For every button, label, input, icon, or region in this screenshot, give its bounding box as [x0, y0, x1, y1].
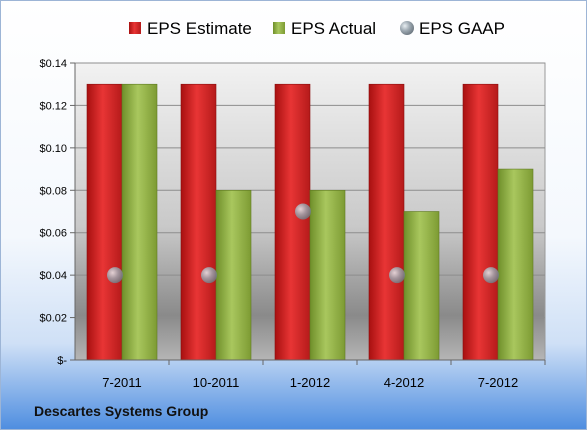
eps-actual-bar: [497, 168, 534, 361]
legend: EPS Estimate EPS Actual EPS GAAP: [129, 19, 505, 38]
eps-gaap-marker: [295, 203, 311, 220]
y-tick-label: $0.08: [39, 185, 67, 197]
eps-gaap-marker: [107, 267, 123, 284]
y-tick-label: $0.06: [39, 228, 67, 240]
eps-gaap-marker: [483, 267, 499, 284]
legend-label: EPS Actual: [291, 19, 376, 38]
legend-eps-actual: EPS Actual: [273, 19, 376, 38]
gaap-markers: [107, 203, 499, 284]
eps-estimate-bar: [368, 83, 405, 361]
y-tick-label: $0.12: [39, 100, 67, 112]
eps-estimate-bar: [274, 83, 311, 361]
eps-actual-bar: [309, 189, 346, 361]
x-tick-label: 4-2012: [384, 375, 424, 390]
y-tick-label: $0.14: [39, 58, 67, 70]
legend-label: EPS GAAP: [419, 19, 505, 38]
company-name: Descartes Systems Group: [34, 403, 209, 419]
legend-swatch: [273, 22, 285, 34]
legend-eps-estimate: EPS Estimate: [129, 19, 252, 38]
eps-gaap-marker: [389, 267, 405, 284]
eps-estimate-bar: [180, 83, 217, 361]
y-axis: $- $0.02 $0.04 $0.06 $0.08 $0.10 $0.12 $0.14: [39, 58, 76, 367]
x-tick-label: 7-2012: [478, 375, 518, 390]
y-tick-label: $0.10: [39, 143, 67, 155]
y-tick-label: $0.04: [39, 270, 67, 282]
eps-actual-bar: [121, 83, 158, 361]
eps-actual-bar: [403, 211, 440, 361]
bars: [86, 83, 534, 361]
legend-swatch: [129, 22, 141, 34]
legend-eps-gaap: EPS GAAP: [400, 19, 505, 38]
y-tick-label: $0.02: [39, 313, 67, 325]
x-axis: 7-2011 10-2011 1-2012 4-2012 7-2012: [75, 359, 546, 390]
legend-gaap-swatch: [400, 21, 414, 35]
x-tick-label: 10-2011: [193, 375, 240, 390]
y-tick-label: $-: [57, 355, 67, 367]
eps-actual-bar: [215, 189, 252, 361]
x-tick-label: 7-2011: [102, 375, 142, 390]
eps-gaap-marker: [201, 267, 217, 284]
x-tick-label: 1-2012: [290, 375, 330, 390]
legend-label: EPS Estimate: [147, 19, 252, 38]
eps-estimate-bar: [86, 83, 123, 361]
eps-estimate-bar: [462, 83, 499, 361]
